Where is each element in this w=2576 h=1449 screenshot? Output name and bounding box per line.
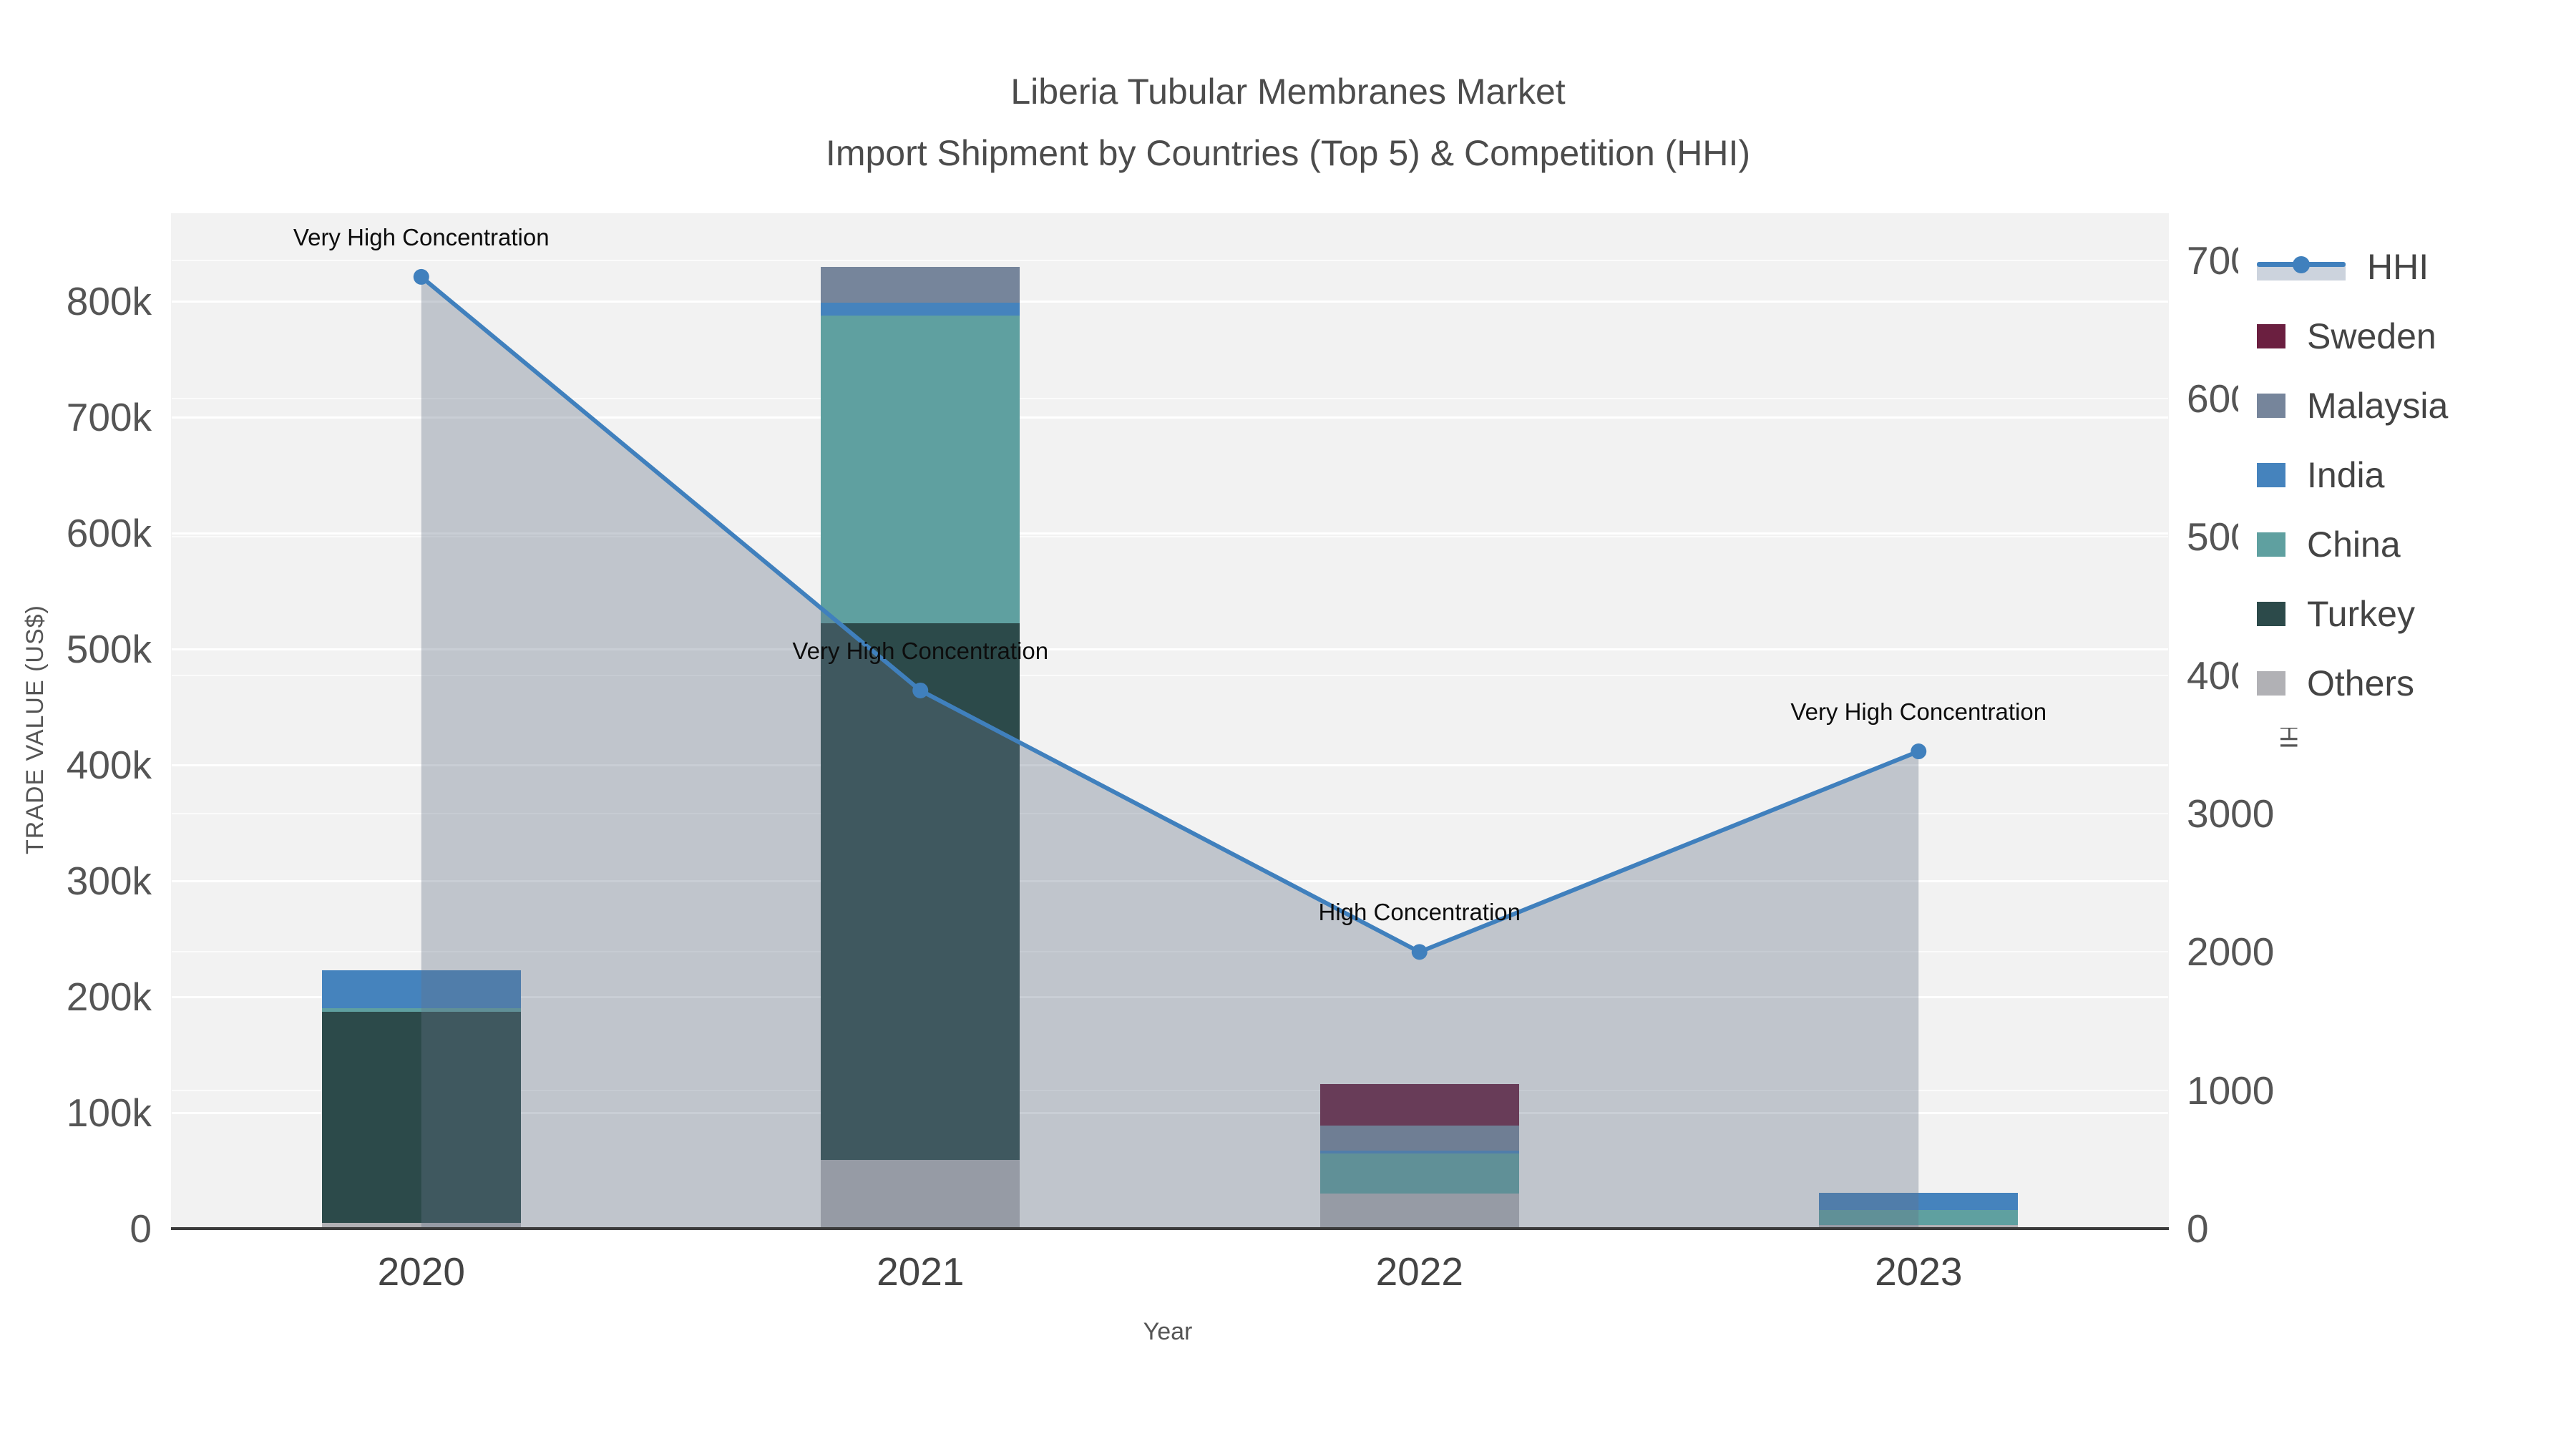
gridline-trade-value: [172, 995, 2168, 998]
hhi-marker-2021[interactable]: [912, 682, 929, 698]
bar-segment-china-2023[interactable]: [1819, 1210, 2019, 1226]
bar-segment-china-2022[interactable]: [1319, 1153, 1519, 1194]
legend-swatch-sweden: [2257, 323, 2285, 348]
legend-item-india[interactable]: India: [2257, 440, 2448, 509]
y-right-tick-0: 0: [2187, 1206, 2209, 1251]
bar-segment-others-2021[interactable]: [821, 1160, 1020, 1229]
gridline-trade-value: [172, 300, 2168, 303]
legend-swatch-turkey: [2257, 601, 2285, 626]
hhi-line: [419, 275, 1920, 955]
legend-label-india: India: [2307, 454, 2385, 495]
annotation-2023: Very High Concentration: [1790, 698, 2047, 726]
legend-item-others[interactable]: Others: [2257, 648, 2448, 718]
gridline-trade-value: [172, 879, 2168, 882]
gridline-hhi: [172, 674, 2168, 676]
y-left-tick-0: 0: [130, 1206, 152, 1251]
x-tick-2022: 2022: [1375, 1249, 1463, 1294]
bar-segment-others-2020[interactable]: [321, 1222, 521, 1229]
legend-item-sweden[interactable]: Sweden: [2257, 301, 2448, 371]
bar-segment-others-2022[interactable]: [1319, 1194, 1519, 1229]
x-tick-2023: 2023: [1875, 1249, 1963, 1294]
gridline-hhi: [172, 398, 2168, 400]
legend-item-hhi[interactable]: HHI: [2257, 232, 2448, 301]
x-tick-2020: 2020: [377, 1249, 465, 1294]
bar-segment-india-2021[interactable]: [821, 302, 1020, 316]
gridline-hhi: [172, 259, 2168, 261]
bar-segment-turkey-2020[interactable]: [321, 1012, 521, 1223]
hhi-marker-2022[interactable]: [1411, 944, 1428, 960]
bar-segment-malaysia-2021[interactable]: [821, 266, 1020, 303]
y-left-axis-title: TRADE VALUE (US$): [21, 605, 49, 855]
y-right-tick-1000: 1000: [2187, 1068, 2275, 1113]
legend-swatch-others: [2257, 670, 2285, 696]
legend-item-turkey[interactable]: Turkey: [2257, 579, 2448, 648]
hhi-legend-symbol: [2257, 250, 2346, 283]
y-left-tick-200k: 200k: [66, 975, 152, 1020]
chart-title-line2: Import Shipment by Countries (Top 5) & C…: [825, 133, 1751, 173]
legend-label-hhi: HHI: [2367, 246, 2429, 287]
legend-label-sweden: Sweden: [2307, 316, 2436, 356]
x-axis-title: Year: [1143, 1318, 1193, 1345]
annotation-2022: High Concentration: [1318, 899, 1521, 926]
legend-swatch-india: [2257, 462, 2285, 487]
bar-segment-sweden-2022[interactable]: [1319, 1083, 1519, 1126]
legend-label-turkey: Turkey: [2307, 593, 2415, 634]
legend-swatch-china: [2257, 532, 2285, 557]
bar-segment-turkey-2021[interactable]: [821, 623, 1020, 1161]
y-right-tick-3000: 3000: [2187, 791, 2275, 836]
hhi-marker-2023[interactable]: [1911, 743, 1927, 760]
y-left-tick-800k: 800k: [66, 279, 152, 324]
y-right-tick-2000: 2000: [2187, 930, 2275, 975]
y-left-tick-700k: 700k: [66, 395, 152, 440]
legend-label-malaysia: Malaysia: [2307, 385, 2449, 426]
gridline-hhi: [172, 1089, 2168, 1091]
bar-segment-india-2023[interactable]: [1819, 1192, 2019, 1211]
y-left-tick-600k: 600k: [66, 511, 152, 556]
legend-swatch-malaysia: [2257, 393, 2285, 418]
gridline-hhi: [172, 951, 2168, 953]
bar-segment-malaysia-2022[interactable]: [1319, 1125, 1519, 1151]
hhi-marker-swatch: [2293, 255, 2310, 273]
y-left-tick-400k: 400k: [66, 743, 152, 788]
legend-label-others: Others: [2307, 663, 2415, 703]
y-left-tick-300k: 300k: [66, 859, 152, 904]
legend-label-china: China: [2307, 524, 2401, 565]
legend: HHI Sweden Malaysia India China Turkey Others: [2238, 228, 2456, 728]
gridline-trade-value: [172, 532, 2168, 535]
gridline-trade-value: [172, 763, 2168, 766]
annotation-2021: Very High Concentration: [792, 637, 1049, 664]
x-axis-line: [171, 1227, 2169, 1230]
bar-segment-india-2020[interactable]: [321, 970, 521, 1009]
gridline-trade-value: [172, 416, 2168, 419]
legend-item-malaysia[interactable]: Malaysia: [2257, 371, 2448, 440]
bar-segment-india-2022[interactable]: [1319, 1151, 1519, 1153]
hhi-marker-2020[interactable]: [413, 268, 429, 285]
bar-segment-others-2023[interactable]: [1819, 1225, 2019, 1229]
annotation-2020: Very High Concentration: [293, 223, 550, 250]
x-tick-2021: 2021: [877, 1249, 965, 1294]
chart-title-line1: Liberia Tubular Membranes Market: [1010, 72, 1566, 112]
gridline-trade-value: [172, 1111, 2168, 1114]
y-left-tick-500k: 500k: [66, 627, 152, 672]
y-left-tick-100k: 100k: [66, 1091, 152, 1135]
gridline-hhi: [172, 813, 2168, 815]
hhi-area-fill: [421, 276, 1919, 1229]
legend-item-china[interactable]: China: [2257, 509, 2448, 579]
gridline-hhi: [172, 536, 2168, 538]
bar-segment-china-2020[interactable]: [321, 1008, 521, 1013]
bar-segment-china-2021[interactable]: [821, 315, 1020, 624]
gridline-trade-value: [172, 648, 2168, 650]
